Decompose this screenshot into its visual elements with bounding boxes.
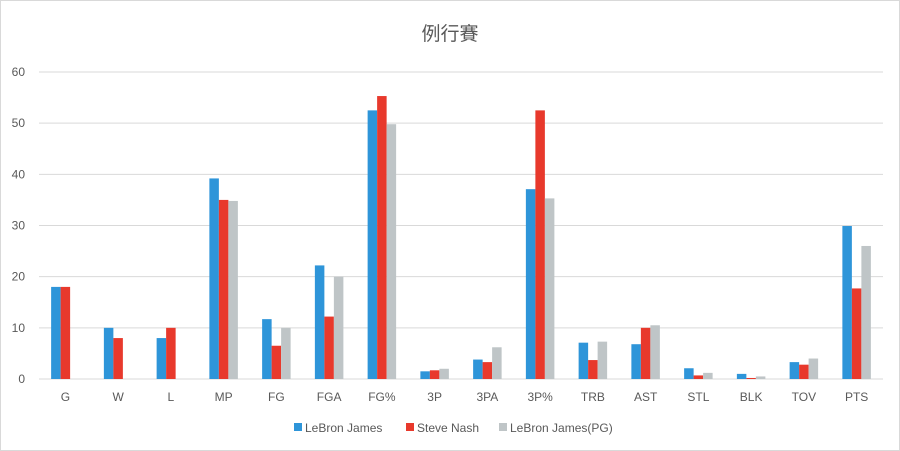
bar-AST-0	[631, 344, 641, 379]
bar-FG%-0	[367, 110, 378, 379]
y-tick-label: 40	[12, 167, 26, 181]
x-axis-ticks: G W L MP FG FGA FG% 3P 3PA 3P% TRB AST STL BLK TOV PTS	[61, 390, 869, 404]
legend-swatch	[294, 423, 302, 431]
x-tick-label: MP	[215, 390, 233, 404]
bar-3P-1	[429, 370, 440, 379]
x-tick-label: BLK	[740, 390, 763, 404]
x-tick-label: L	[168, 390, 175, 404]
y-tick-label: 20	[12, 270, 26, 284]
bar-BLK-2	[755, 376, 766, 379]
legend-swatch	[499, 423, 507, 431]
x-tick-label: STL	[687, 390, 709, 404]
bar-FG%-2	[386, 124, 397, 379]
bar-PTS-1	[851, 288, 862, 379]
bar-FG%-1	[377, 96, 387, 379]
bar-3P-2	[439, 368, 449, 379]
legend-label: LeBron James(PG)	[510, 421, 613, 435]
bar-W-1	[113, 338, 123, 379]
bar-FG-0	[262, 319, 272, 379]
bar-W-0	[103, 327, 114, 379]
bar-L-0	[156, 338, 167, 379]
x-tick-label: AST	[634, 390, 658, 404]
bar-AST-1	[640, 327, 651, 379]
chart-title: 例行賽	[421, 23, 479, 45]
legend-label: Steve Nash	[417, 421, 479, 435]
y-tick-label: 0	[18, 372, 25, 386]
bar-FGA-1	[324, 316, 334, 379]
bar-TRB-2	[597, 341, 608, 379]
x-tick-label: W	[112, 390, 124, 404]
x-tick-label: G	[61, 390, 70, 404]
bar-BLK-0	[736, 373, 747, 379]
bar-PTS-2	[861, 245, 871, 379]
bar-TOV-1	[799, 364, 809, 379]
bar-STL-0	[684, 368, 694, 379]
bar-BLK-1	[746, 377, 756, 379]
x-tick-label: 3PA	[476, 390, 498, 404]
bar-L-1	[166, 327, 176, 379]
bar-PTS-0	[842, 226, 852, 379]
bar-AST-2	[650, 325, 660, 379]
bar-FGA-0	[314, 265, 325, 379]
bar-TRB-0	[578, 342, 589, 379]
bar-3P%-1	[535, 110, 545, 379]
x-tick-label: FGA	[317, 390, 342, 404]
y-tick-label: 10	[12, 321, 26, 335]
bar-MP-2	[228, 200, 238, 379]
bar-FG-1	[271, 345, 282, 379]
x-tick-label: 3P	[427, 390, 442, 404]
bar-FG-2	[281, 327, 291, 379]
y-axis-ticks: 0 10 20 30 40 50 60	[12, 65, 26, 386]
x-tick-label: TRB	[581, 390, 605, 404]
bar-3PA-2	[492, 347, 502, 379]
x-tick-label: 3P%	[527, 390, 553, 404]
bar-3P%-2	[544, 198, 555, 379]
legend-swatch	[406, 423, 414, 431]
y-tick-label: 50	[12, 116, 26, 130]
legend: LeBron James Steve Nash LeBron James(PG)	[294, 421, 613, 435]
bar-STL-1	[693, 375, 704, 379]
bar-TRB-1	[588, 360, 598, 379]
x-tick-label: PTS	[845, 390, 868, 404]
bar-3PA-1	[482, 362, 493, 379]
legend-label: LeBron James	[305, 421, 382, 435]
bar-MP-0	[209, 178, 219, 379]
bar-TOV-0	[789, 362, 800, 379]
x-tick-label: FG	[268, 390, 285, 404]
bar-FGA-2	[333, 276, 344, 379]
bar-TOV-2	[808, 358, 819, 379]
bars	[51, 96, 871, 379]
bar-3P-0	[420, 371, 430, 379]
x-tick-label: TOV	[792, 390, 816, 404]
y-tick-label: 30	[12, 219, 26, 233]
bar-3P%-0	[525, 189, 536, 379]
y-tick-label: 60	[12, 65, 26, 79]
bar-3PA-0	[473, 359, 483, 379]
x-tick-label: FG%	[368, 390, 396, 404]
bar-G-0	[51, 286, 61, 379]
bar-STL-2	[703, 372, 713, 379]
gridlines	[39, 71, 883, 380]
bar-G-1	[60, 286, 71, 379]
bar-MP-1	[218, 199, 229, 379]
